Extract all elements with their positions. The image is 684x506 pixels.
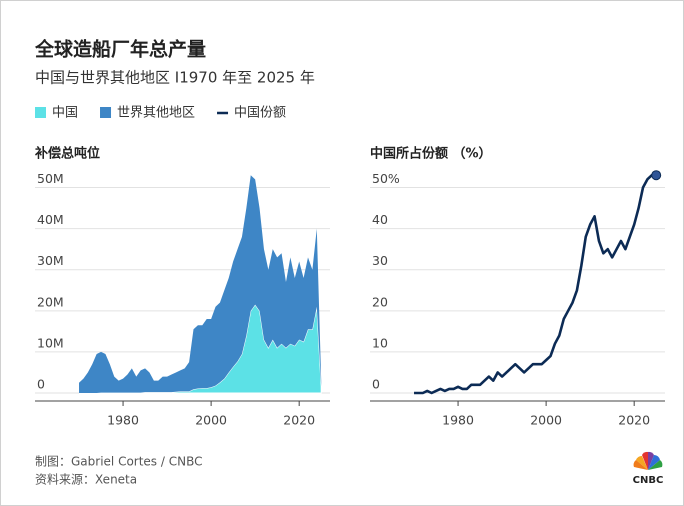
- y-tick-label: 20: [372, 294, 388, 309]
- y-tick-label: 40: [372, 212, 388, 227]
- y-tick-label: 50%: [372, 171, 400, 186]
- x-tick-label: 2020: [618, 413, 650, 428]
- title: 全球造船厂年总产量: [34, 38, 206, 61]
- legend-label: 中国: [52, 106, 78, 121]
- credit: 制图：Gabriel Cortes / CNBC: [35, 455, 203, 469]
- y-tick-label: 10: [372, 335, 388, 350]
- logo-icon: [633, 451, 663, 470]
- line: [414, 173, 657, 395]
- panel-title: 中国所占份额 （%）: [370, 146, 492, 162]
- y-tick-label: 0: [372, 377, 380, 392]
- subtitle: 中国与世界其他地区 I1970 年至 2025 年: [35, 69, 315, 87]
- y-tick-label: 20M: [37, 294, 64, 309]
- y-tick-label: 30: [372, 253, 388, 268]
- y-tick-label: 50M: [37, 171, 64, 186]
- end-marker: [651, 170, 662, 181]
- legend-label: 世界其他地区: [117, 106, 195, 121]
- x-tick-label: 2000: [530, 413, 562, 428]
- y-tick-label: 30M: [37, 253, 64, 268]
- y-tick-label: 40M: [37, 212, 64, 227]
- legend-swatch: [35, 107, 46, 118]
- logo-text: CNBC: [633, 475, 664, 486]
- x-tick-label: 2020: [283, 413, 315, 428]
- x-tick-label: 2000: [195, 413, 227, 428]
- legend-swatch: [100, 107, 112, 118]
- y-tick-label: 0: [37, 377, 45, 392]
- legend-label: 中国份额: [234, 106, 286, 121]
- x-tick-label: 1980: [442, 413, 474, 428]
- y-tick-label: 10M: [37, 335, 64, 350]
- panel-title: 补偿总吨位: [34, 146, 100, 162]
- source: 资料来源：Xeneta: [35, 473, 137, 487]
- x-tick-label: 1980: [107, 413, 139, 428]
- area: [79, 175, 322, 393]
